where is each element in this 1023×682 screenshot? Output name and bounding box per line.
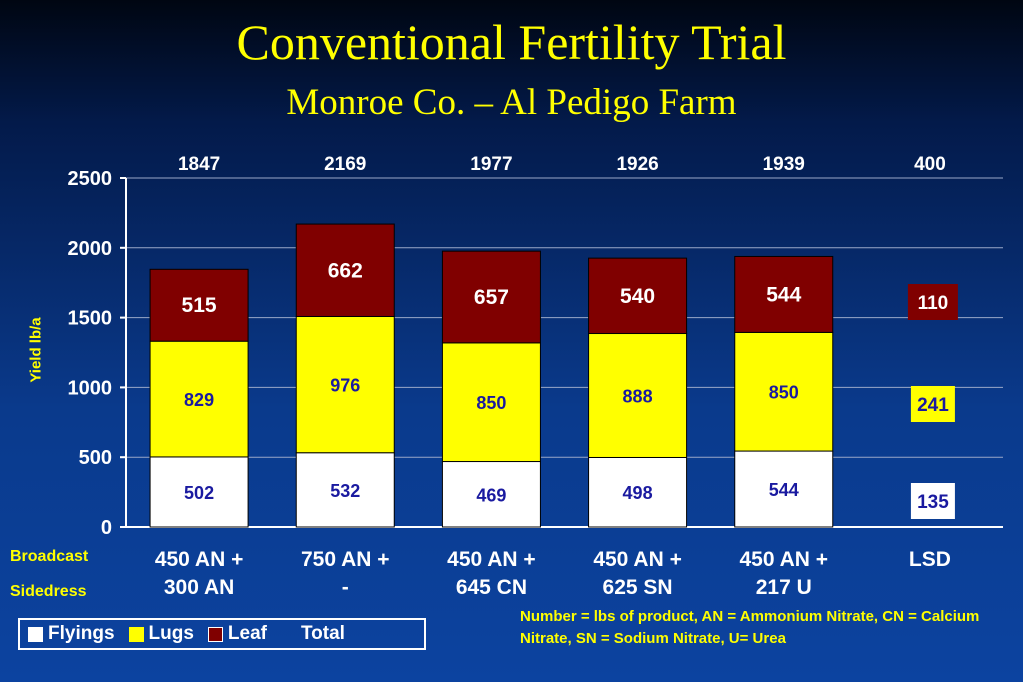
total-label: 1977 [470, 154, 512, 175]
y-tick-label: 1500 [68, 308, 113, 330]
x-category-sidedress: 625 SN [603, 576, 673, 599]
lugs-value-label: 829 [184, 390, 214, 410]
x-category-sidedress: 217 U [756, 576, 812, 599]
leaf-value-label: 544 [766, 283, 801, 306]
legend-flyings-label: Flyings [48, 623, 115, 644]
y-tick-label: 1000 [68, 377, 113, 399]
legend-lugs-label: Lugs [148, 623, 194, 644]
lugs-value-label: 850 [769, 383, 799, 403]
total-label: 1926 [616, 154, 658, 175]
leaf-swatch [207, 626, 223, 642]
lugs-bar-segment [441, 342, 541, 463]
broadcast-label: Broadcast [10, 548, 89, 565]
flyings-bar-segment [295, 452, 395, 528]
y-tick-label: 0 [101, 517, 112, 539]
legend: Flyings Lugs Leaf Total [18, 618, 426, 650]
lsd-flyings-box [910, 483, 955, 519]
lsd-lugs-box [910, 386, 955, 422]
legend-total-label: Total [300, 623, 345, 644]
y-axis-label: Yield lb/a [27, 317, 45, 383]
flyings-bar-segment [149, 456, 249, 528]
lugs-value-label: 888 [623, 386, 653, 406]
leaf-value-label: 662 [328, 259, 363, 282]
flyings-value-label: 532 [330, 481, 360, 501]
leaf-bar-segment [441, 250, 541, 344]
flyings-value-label: 544 [769, 480, 799, 500]
chart-title: Conventional Fertility Trial [236, 14, 787, 70]
flyings-value-label: 498 [623, 483, 653, 503]
flyings-bar-segment [588, 456, 688, 528]
x-category-broadcast: 450 AN + [739, 548, 828, 571]
leaf-bar-segment [588, 257, 688, 335]
total-label: 1847 [178, 154, 220, 175]
leaf-value-label: 515 [182, 294, 217, 317]
lsd-lugs-value: 241 [917, 395, 949, 416]
lugs-bar-segment [588, 333, 688, 458]
x-category-broadcast: 450 AN + [593, 548, 682, 571]
legend-item-leaf: Leaf [207, 623, 267, 645]
lugs-bar-segment [295, 315, 395, 454]
chart-subtitle: Monroe Co. – Al Pedigo Farm [286, 82, 737, 123]
flyings-bar-segment [441, 461, 541, 528]
lsd-leaf-value: 110 [918, 293, 949, 314]
leaf-value-label: 540 [620, 285, 655, 308]
legend-leaf-label: Leaf [227, 623, 267, 644]
y-tick-label: 500 [79, 447, 112, 469]
legend-item-lugs: Lugs [128, 623, 194, 645]
x-category-broadcast: 450 AN + [447, 548, 536, 571]
leaf-bar-segment [295, 223, 395, 317]
x-category-broadcast: 450 AN + [155, 548, 244, 571]
flyings-value-label: 469 [476, 485, 506, 505]
leaf-value-label: 657 [474, 286, 509, 309]
y-tick-label: 2000 [68, 238, 113, 260]
sidedress-label: Sidedress [10, 583, 87, 600]
lugs-value-label: 976 [330, 376, 360, 396]
y-tick-label: 2500 [68, 168, 113, 190]
x-category-broadcast: 750 AN + [301, 548, 390, 571]
lsd-total-label: 400 [914, 154, 946, 175]
flyings-swatch [28, 626, 43, 642]
x-category-lsd: LSD [909, 548, 951, 571]
flyings-bar-segment [734, 450, 834, 528]
total-label: 2169 [324, 154, 366, 175]
leaf-bar-segment [149, 268, 249, 342]
lsd-flyings-value: 135 [917, 492, 949, 513]
x-category-sidedress: 300 AN [164, 576, 234, 599]
x-category-sidedress: - [342, 576, 349, 599]
leaf-bar-segment [734, 255, 834, 333]
total-label: 1939 [763, 154, 805, 175]
lsd-leaf-box [907, 284, 958, 320]
legend-item-total: Total [301, 623, 345, 645]
lugs-bar-segment [149, 340, 249, 458]
x-category-sidedress: 645 CN [456, 576, 527, 599]
flyings-value-label: 502 [184, 483, 214, 503]
legend-item-flyings: Flyings [28, 623, 115, 645]
lugs-value-label: 850 [476, 393, 506, 413]
lugs-bar-segment [734, 331, 834, 452]
footnote: Number = lbs of product, AN = Ammonium N… [520, 608, 980, 647]
lugs-swatch [128, 626, 144, 642]
